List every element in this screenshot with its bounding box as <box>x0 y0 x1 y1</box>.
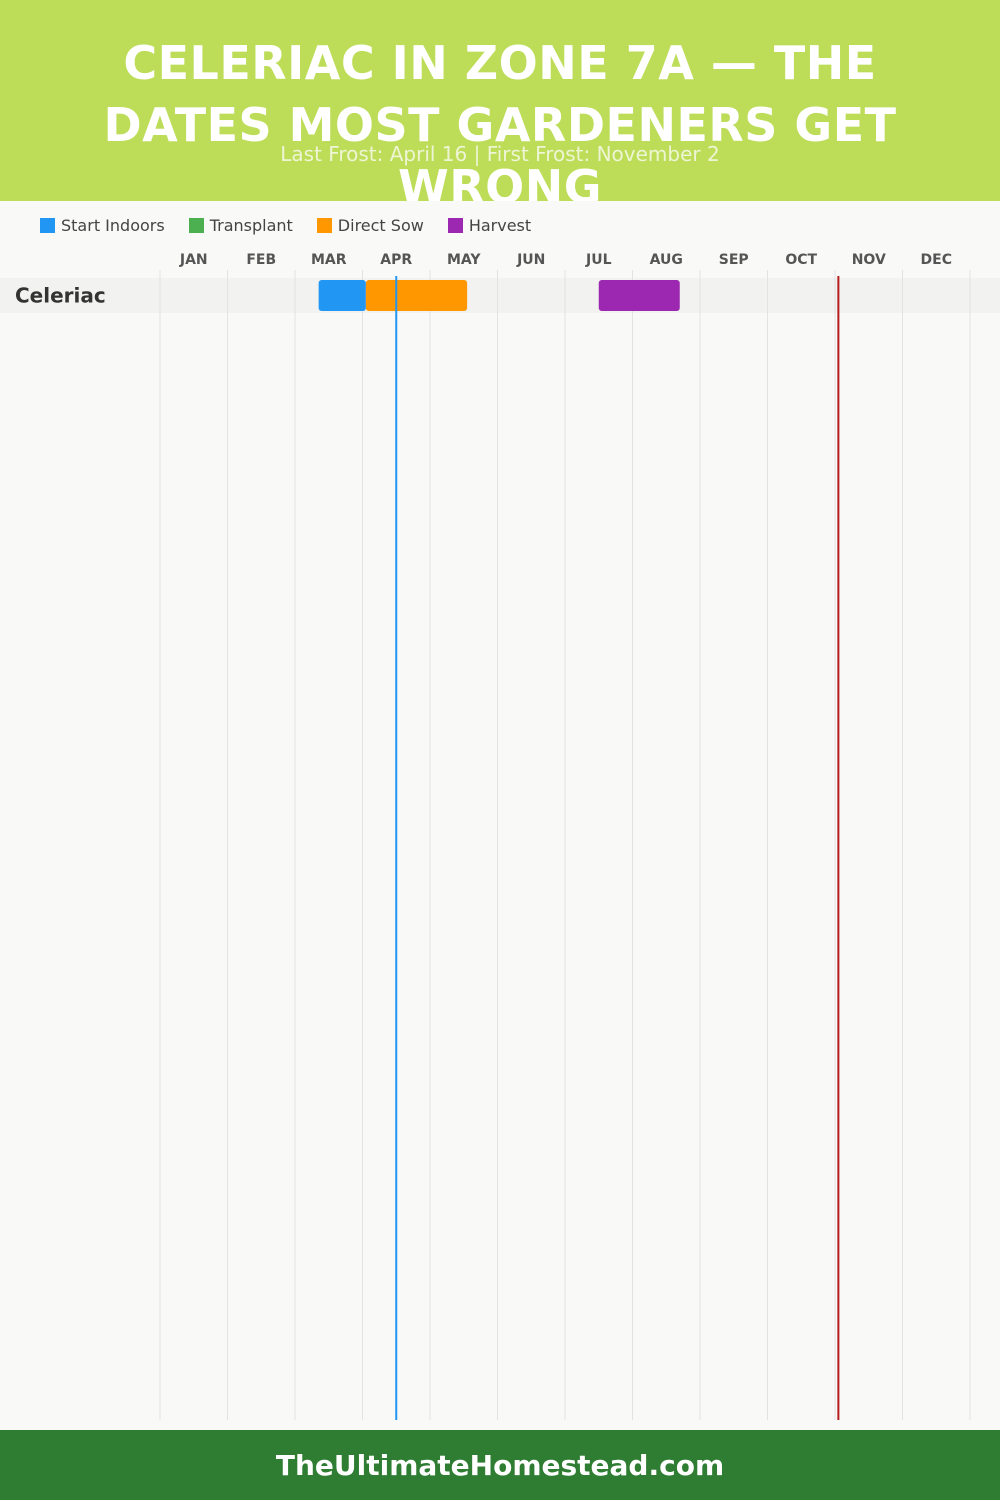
month-label-jan: JAN <box>179 252 208 268</box>
chart-legend: Start Indoors Transplant Direct Sow Harvest <box>40 214 555 236</box>
month-label-nov: NOV <box>852 252 886 268</box>
legend-swatch <box>188 217 204 233</box>
month-label-oct: OCT <box>785 252 817 268</box>
legend-swatch <box>447 217 463 233</box>
month-label-mar: MAR <box>311 252 347 268</box>
legend-item-harvest: Harvest <box>447 215 532 235</box>
month-label-aug: AUG <box>650 252 683 268</box>
legend-label: Direct Sow <box>337 215 424 235</box>
bar-start-indoors <box>318 280 366 311</box>
footer-banner: TheUltimateHomestead.com <box>0 1430 1000 1500</box>
footer-site-name: TheUltimateHomestead.com <box>275 1448 725 1482</box>
month-label-apr: APR <box>380 252 412 268</box>
page-title: CELERIAC IN ZONE 7A — THE DATES MOST GAR… <box>103 36 897 201</box>
month-label-dec: DEC <box>921 252 952 268</box>
row-background <box>0 278 1000 313</box>
month-label-jun: JUN <box>516 252 545 268</box>
month-label-sep: SEP <box>719 252 749 268</box>
planting-calendar-chart: JAN FEB MAR APR MAY JUN JUL AUG SEP OCT NOV DEC Cele… <box>0 252 1000 1420</box>
legend-item-start-indoors: Start Indoors <box>40 216 165 235</box>
month-label-jul: JUL <box>585 252 612 268</box>
bar-harvest <box>598 280 680 311</box>
legend-item-direct-sow: Direct Sow <box>316 215 424 235</box>
month-label-feb: FEB <box>246 252 276 268</box>
legend-label: Harvest <box>468 215 532 235</box>
legend-item-transplant: Transplant <box>188 215 293 235</box>
frost-dates-subtitle: Last Frost: April 16 | First Frost: Nove… <box>280 142 720 166</box>
bar-direct-sow <box>365 280 468 311</box>
crop-label: Celeriac <box>15 284 106 308</box>
month-label-may: MAY <box>447 252 481 268</box>
legend-swatch <box>40 217 55 233</box>
header-banner: CELERIAC IN ZONE 7A — THE DATES MOST GAR… <box>0 0 1000 201</box>
legend-swatch <box>316 217 332 233</box>
legend-label: Start Indoors <box>61 215 165 235</box>
legend-label: Transplant <box>209 215 293 235</box>
